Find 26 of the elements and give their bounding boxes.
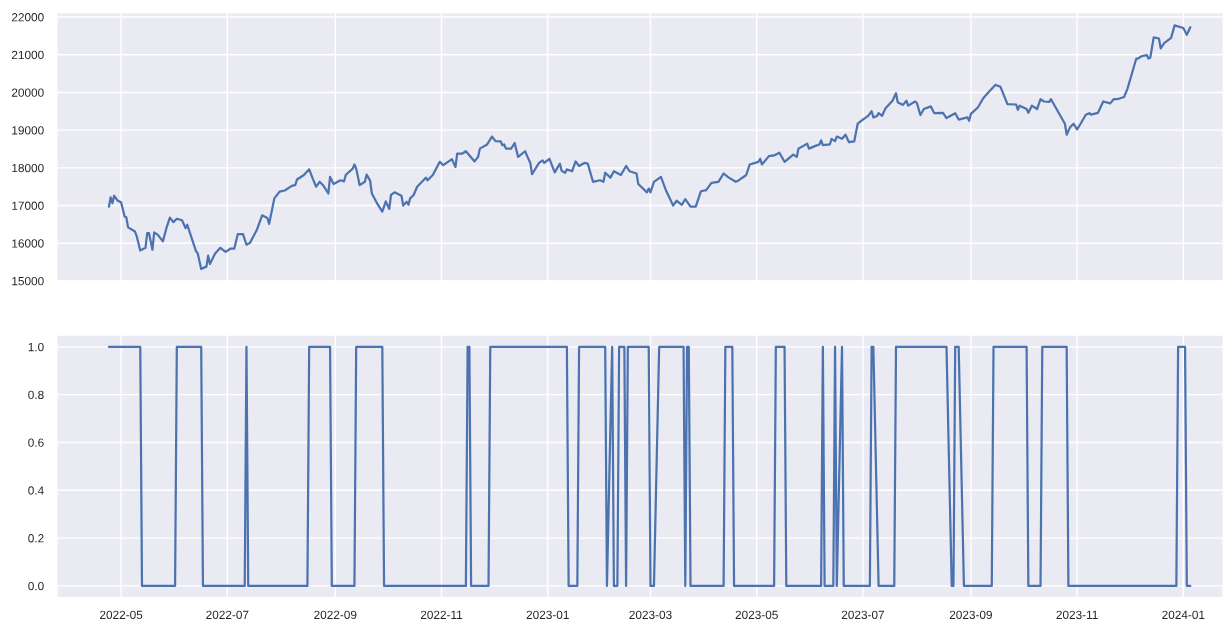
- x-tick-label: 2023-01: [526, 610, 569, 619]
- y-tick-label: 20000: [11, 88, 44, 97]
- y-tick-label: 0.2: [28, 534, 44, 543]
- x-tick-label: 2022-05: [100, 610, 143, 619]
- x-tick-label: 2023-05: [735, 610, 778, 619]
- y-tick-label: 22000: [11, 13, 44, 22]
- y-tick-label: 16000: [12, 239, 44, 248]
- y-tick-label: 15000: [12, 276, 44, 286]
- x-tick-label: 2023-11: [1056, 610, 1098, 619]
- x-tick-label: 2022-11: [420, 610, 463, 619]
- x-tick-label: 2023-07: [841, 610, 884, 619]
- y-tick-label: 1.0: [28, 342, 44, 352]
- x-tick-label: 2023-09: [949, 610, 992, 619]
- y-tick-label: 0.6: [28, 438, 44, 447]
- y-tick-label: 0.0: [28, 581, 44, 591]
- y-tick-label: 19000: [12, 126, 44, 135]
- y-tick-label: 0.8: [28, 390, 44, 400]
- y-tick-label: 0.4: [28, 486, 44, 495]
- line-series: [107, 24, 1192, 270]
- x-tick-label: 2023-03: [629, 610, 672, 619]
- x-tick-label: 2024-01: [1162, 610, 1205, 619]
- y-tick-label: 21000: [11, 50, 44, 60]
- y-tick-label: 17000: [12, 201, 44, 210]
- x-tick-label: 2022-09: [314, 610, 357, 619]
- x-tick-label: 2022-07: [206, 610, 249, 619]
- y-tick-label: 18000: [12, 163, 44, 173]
